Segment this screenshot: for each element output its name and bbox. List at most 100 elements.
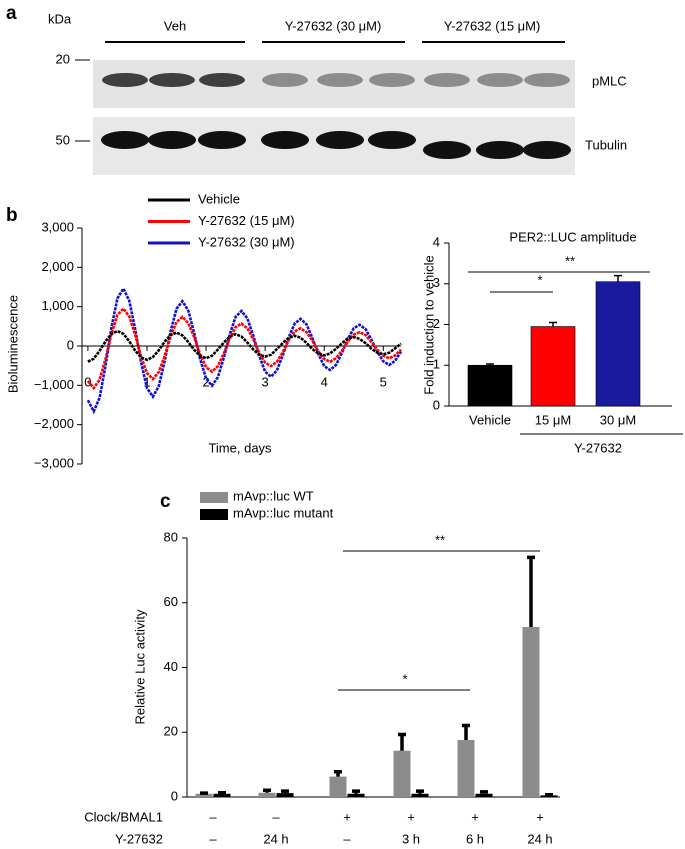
- bar: [276, 793, 294, 797]
- band: [477, 73, 523, 87]
- condition-value: +: [343, 809, 351, 824]
- band: [476, 141, 524, 159]
- y-axis-label: Relative Luc activity: [132, 609, 147, 724]
- y-tick-label: 0: [433, 397, 440, 412]
- legend-label: Y-27632 (30 μM): [198, 234, 295, 249]
- band: [149, 73, 195, 87]
- band: [262, 73, 308, 87]
- legend-label: Y-27632 (15 μM): [198, 213, 295, 228]
- error-bar: [462, 723, 470, 741]
- condition-value: +: [536, 809, 544, 824]
- bar: [213, 793, 231, 797]
- band: [101, 131, 149, 149]
- y-tick-label: −1,000: [34, 377, 74, 392]
- significance: **: [565, 253, 575, 268]
- band: [523, 141, 571, 159]
- y-tick-label: 2: [433, 316, 440, 331]
- band: [148, 131, 196, 149]
- x-tick-label: 30 μM: [600, 412, 636, 427]
- blot-unit: kDa: [48, 11, 72, 26]
- y-tick-label: 60: [164, 594, 178, 609]
- x-tick-label: 4: [321, 374, 328, 389]
- band: [102, 73, 148, 87]
- y-tick-label: 4: [433, 234, 440, 249]
- y-axis-label: Fold induction to vehicle: [421, 255, 436, 394]
- band-label: pMLC: [592, 73, 627, 88]
- condition-value: 24 h: [263, 831, 288, 846]
- panel-label: c: [160, 491, 171, 512]
- bar: [457, 740, 475, 797]
- significance: *: [402, 671, 407, 686]
- bar: [258, 792, 276, 797]
- legend-label: Vehicle: [198, 191, 240, 206]
- legend-swatch: [200, 492, 228, 503]
- band: [261, 131, 309, 149]
- condition-value: –: [209, 809, 217, 824]
- error-bar: [486, 363, 494, 366]
- error-bar: [527, 555, 535, 628]
- error-bar: [281, 789, 289, 794]
- band: [199, 73, 245, 87]
- panel-label: a: [6, 3, 17, 24]
- bar: [475, 793, 493, 797]
- x-tick-label: 2: [202, 374, 209, 389]
- condition-value: +: [407, 809, 415, 824]
- condition-value: 6 h: [466, 831, 484, 846]
- band: [524, 73, 570, 87]
- condition-value: –: [272, 809, 280, 824]
- error-bar: [545, 792, 553, 797]
- x-tick-label: Vehicle: [469, 412, 511, 427]
- error-bar: [218, 791, 226, 795]
- legend-label: mAvp::luc WT: [233, 488, 314, 503]
- y-tick-label: 3,000: [41, 219, 74, 234]
- x-tick-label: 15 μM: [535, 412, 571, 427]
- condition-label: Y-27632: [115, 831, 163, 846]
- condition-value: –: [209, 831, 217, 846]
- y-tick-label: 3: [433, 275, 440, 290]
- bar: [522, 627, 540, 797]
- bar: [530, 326, 576, 407]
- error-bar: [352, 789, 360, 794]
- band: [316, 131, 364, 149]
- y-tick-label: 1: [433, 357, 440, 372]
- condition-value: 24 h: [527, 831, 552, 846]
- error-bar: [398, 732, 406, 751]
- lane-label: Y-27632 (30 μM): [285, 18, 382, 33]
- legend-label: mAvp::luc mutant: [233, 505, 334, 520]
- panel-label: b: [6, 205, 18, 226]
- x-tick-label: 5: [380, 374, 387, 389]
- y-tick-label: 0: [171, 788, 178, 803]
- lane-label: Y-27632 (15 μM): [444, 18, 541, 33]
- significance: *: [537, 272, 542, 287]
- y-tick-label: 2,000: [41, 259, 74, 274]
- bar: [467, 364, 513, 407]
- error-bar: [614, 274, 622, 282]
- bar: [329, 776, 347, 797]
- error-bar: [263, 788, 271, 793]
- error-bar: [416, 789, 424, 794]
- bar: [393, 750, 411, 797]
- series-line: [87, 329, 402, 363]
- blot-bands: [101, 73, 571, 159]
- x-tick-label: 3: [262, 374, 269, 389]
- series-line: [86, 306, 402, 391]
- bar: [595, 281, 641, 407]
- bar: [347, 793, 365, 797]
- band: [424, 73, 470, 87]
- y-tick-label: 20: [164, 724, 178, 739]
- x-tick-label: 1: [143, 374, 150, 389]
- condition-value: +: [471, 809, 479, 824]
- chart-title: PER2::LUC amplitude: [509, 229, 636, 244]
- condition-value: 3 h: [402, 831, 420, 846]
- blot-marker: 50: [56, 132, 70, 147]
- error-bar: [549, 321, 557, 327]
- x-axis-label: Time, days: [208, 440, 272, 455]
- band: [317, 73, 363, 87]
- band: [368, 131, 416, 149]
- group-label: Y-27632: [574, 440, 622, 455]
- band: [369, 73, 415, 87]
- y-axis-label: Bioluminescence: [5, 295, 20, 393]
- y-tick-label: −2,000: [34, 416, 74, 431]
- error-bar: [334, 769, 342, 777]
- y-tick-label: 1,000: [41, 298, 74, 313]
